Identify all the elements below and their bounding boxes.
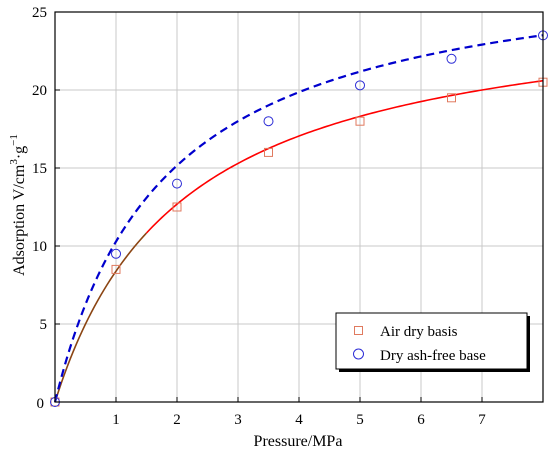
marker-dry-ash-free [446, 53, 457, 64]
y-tick-label: 5 [40, 317, 48, 333]
fit-curve-dry-ash-free [53, 34, 544, 403]
marker-dry-ash-free [172, 178, 182, 189]
marker-air-dry [264, 147, 273, 157]
marker-dry-ash-free [111, 248, 121, 259]
y-axis-title-sup1: 3 [8, 159, 20, 165]
y-tick-label: 10 [32, 239, 47, 255]
fit-curves [53, 34, 544, 403]
x-tick-label: 3 [234, 412, 242, 428]
y-axis-title: Adsorption V/cm3·g−1 [8, 134, 28, 276]
marker-air-dry [447, 93, 456, 103]
legend-label-dry-ash-free: Dry ash-free base [380, 348, 486, 364]
fit-curve-air-dry-low [54, 232, 148, 403]
y-axis-title-main: Adsorption V/cm [11, 164, 28, 276]
marker-dry-ash-free [263, 116, 274, 127]
y-tick-label: 20 [32, 83, 47, 99]
y-axis-title-mid: ·g [11, 146, 28, 159]
x-tick-label: 7 [478, 412, 486, 428]
x-tick-label: 4 [295, 412, 303, 428]
origin-label: 0 [37, 396, 45, 412]
y-tick-label: 25 [32, 5, 47, 21]
legend-marker-circle [353, 348, 364, 360]
fit-curve-air-dry [145, 79, 544, 234]
legend-label-air-dry: Air dry basis [380, 324, 458, 340]
y-tick-label: 15 [32, 161, 47, 177]
x-tick-label: 1 [112, 412, 120, 428]
x-tick-label: 5 [356, 412, 364, 428]
marker-air-dry [355, 116, 365, 126]
x-tick-label: 2 [173, 412, 181, 428]
legend: Air dry basis Dry ash-free base [335, 312, 530, 372]
legend-box [335, 312, 528, 370]
legend-marker-square [354, 326, 363, 335]
x-axis-title: Pressure/MPa [254, 433, 343, 450]
y-axis-title-sup2: −1 [8, 134, 20, 146]
axis-ticks: 1 2 3 4 5 6 7 5 10 15 20 25 [32, 5, 486, 428]
marker-air-dry [111, 264, 121, 274]
marker-dry-ash-free [355, 80, 365, 91]
marker-air-dry [172, 202, 182, 212]
grid-lines [55, 12, 543, 402]
x-tick-label: 6 [417, 412, 425, 428]
